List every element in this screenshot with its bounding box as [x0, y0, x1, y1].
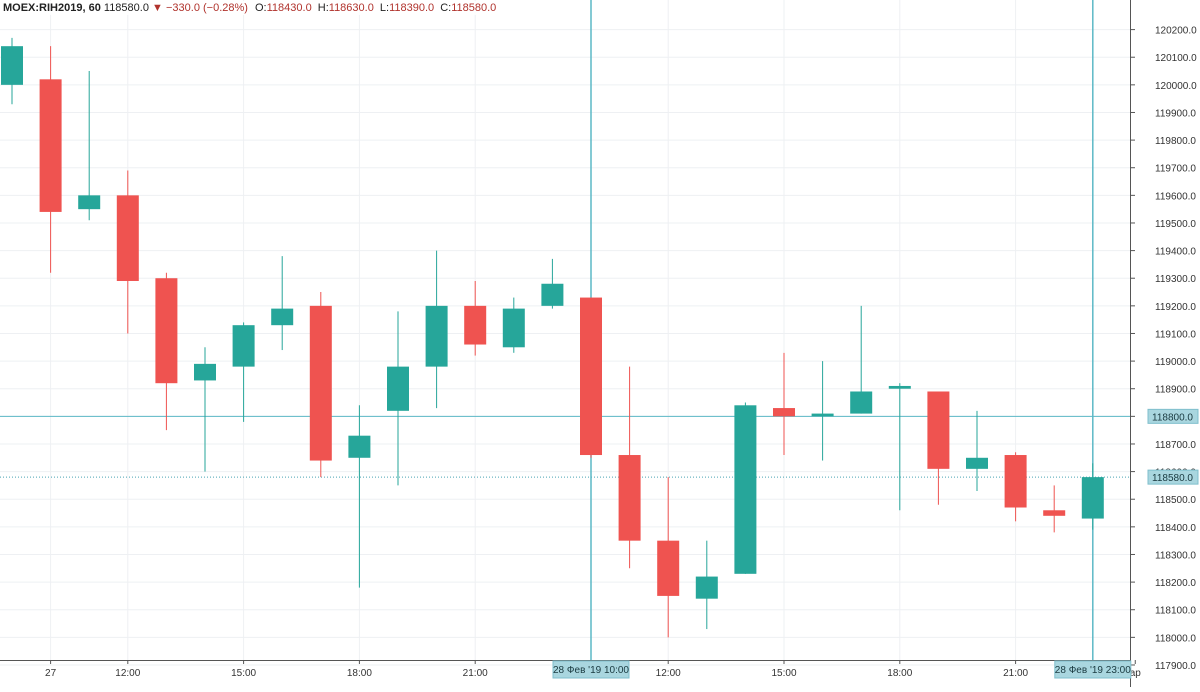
open-label: O:: [255, 2, 267, 14]
down-arrow-icon: ▼: [152, 2, 163, 14]
price-axis-label: 119300.0: [1155, 274, 1196, 285]
last-price-label: 118580.0: [1152, 473, 1193, 484]
candle-up: [966, 457, 988, 469]
candle-up: [78, 195, 101, 210]
price-axis-label: 118700.0: [1155, 440, 1196, 451]
crosshair-time-label-bg: [1054, 660, 1132, 679]
candle-up: [811, 413, 834, 417]
crosshair-time-label-bg: [552, 660, 630, 679]
candle-down: [580, 297, 602, 456]
price-axis-label: 118900.0: [1155, 385, 1196, 396]
candle-up: [695, 576, 718, 599]
last-price-label-bg: [1147, 469, 1199, 485]
time-axis-label: 12:00: [656, 668, 681, 679]
candle-down: [155, 278, 178, 384]
candle-down: [618, 455, 641, 541]
open-value: 118430.0: [266, 2, 312, 14]
candle-down: [464, 305, 487, 345]
price-axis-label: 118400.0: [1155, 523, 1196, 534]
price-axis-label: 119200.0: [1155, 302, 1196, 313]
price-axis-label: 120000.0: [1155, 81, 1197, 92]
candle-up: [232, 325, 255, 367]
ohlc-values: O:118430.0 H:118630.0 L:118390.0 C:11858…: [255, 2, 499, 14]
price-axis-label: 120100.0: [1155, 53, 1197, 64]
crosshair-time-label: 28 Фев '19 10:00: [553, 665, 629, 676]
time-axis-label: 15:00: [231, 668, 256, 679]
price-axis-label: 119700.0: [1155, 164, 1196, 175]
candle-up: [348, 435, 371, 458]
symbol-header: MOEX:RIH2019, 60 118580.0 ▼ −330.0 (−0.2…: [3, 1, 500, 15]
candle-down: [309, 305, 332, 461]
candle-up: [850, 391, 873, 414]
candle-up: [387, 366, 409, 411]
time-axis-label: 18:00: [347, 668, 372, 679]
low-value: 118390.0: [389, 2, 435, 14]
time-axis-label: 21:00: [463, 668, 488, 679]
price-axis-label: 118300.0: [1155, 550, 1196, 561]
time-axis-label: 18:00: [887, 668, 912, 679]
candle-up: [1, 46, 23, 85]
time-axis-label: 12:00: [115, 668, 140, 679]
candle-down: [773, 408, 795, 417]
last-price: 118580.0: [103, 2, 149, 14]
candle-up: [541, 283, 564, 306]
high-value: 118630.0: [328, 2, 374, 14]
candle-down: [927, 391, 950, 469]
candle-down: [1043, 510, 1066, 516]
price-axis-label: 119400.0: [1155, 247, 1196, 258]
candle-down: [1004, 455, 1027, 508]
time-axis-label: ар: [1130, 668, 1142, 679]
time-axis-label: 21:00: [1003, 668, 1028, 679]
candle-up: [1081, 477, 1104, 519]
candle-down: [657, 540, 680, 596]
price-axis-label: 118000.0: [1155, 633, 1196, 644]
price-axis-label: 119500.0: [1155, 219, 1196, 230]
high-label: H:: [317, 2, 329, 14]
low-label: L:: [379, 2, 390, 14]
price-axis-label: 119000.0: [1155, 357, 1196, 368]
candle-up: [425, 305, 448, 367]
crosshair-time-label: 28 Фев '19 23:00: [1055, 665, 1131, 676]
time-axis-label: 27: [45, 668, 57, 679]
time-axis-label: 15:00: [771, 668, 796, 679]
price-axis-label: 120200.0: [1155, 26, 1197, 37]
price-axis-label: 119900.0: [1155, 108, 1196, 119]
close-label: C:: [440, 2, 452, 14]
price-axis-label: 119100.0: [1155, 329, 1196, 340]
close-value: 118580.0: [451, 2, 497, 14]
level-price-label: 118800.0: [1152, 412, 1193, 423]
candle-up: [502, 308, 525, 348]
price-axis-label: 118500.0: [1155, 495, 1196, 506]
price-axis-label: 119800.0: [1155, 136, 1196, 147]
candle-up: [734, 405, 757, 574]
price-axis-label: 118200.0: [1155, 578, 1196, 589]
candle-down: [39, 79, 62, 212]
candle-up: [194, 363, 216, 381]
candle-up: [271, 308, 294, 326]
candle-up: [888, 385, 911, 389]
price-axis-label: 119600.0: [1155, 191, 1196, 202]
price-axis-label: 118100.0: [1155, 606, 1196, 617]
price-axis-label: 117900.0: [1155, 661, 1196, 672]
candle-down: [116, 195, 139, 281]
symbol-name: MOEX:RIH2019, 60: [3, 2, 101, 14]
level-price-label-bg: [1147, 408, 1199, 424]
price-change: −330.0 (−0.28%): [165, 2, 248, 14]
